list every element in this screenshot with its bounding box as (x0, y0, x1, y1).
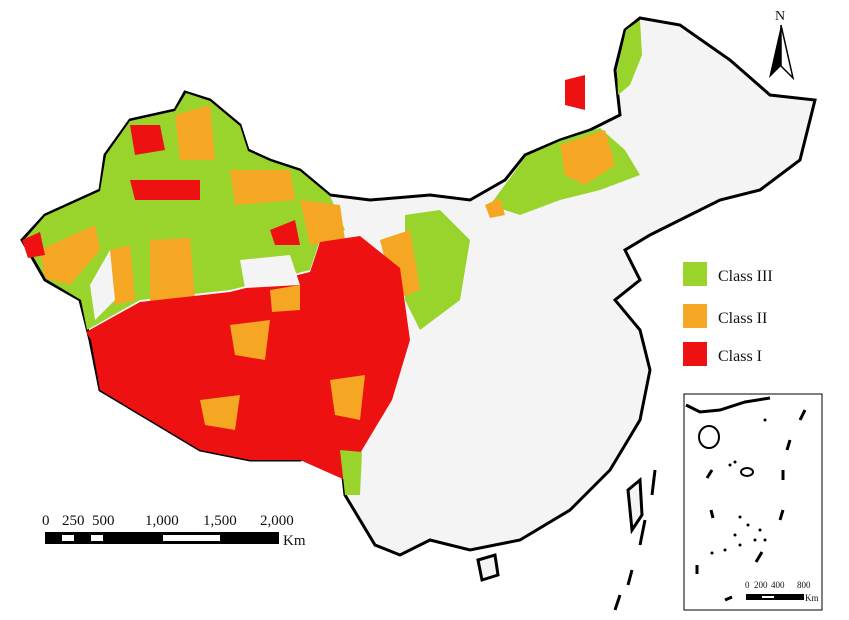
region-class-ii-10 (230, 320, 270, 360)
region-class-ii-7 (560, 130, 615, 185)
region-class-i-hulunbuir (565, 75, 585, 110)
north-arrow-icon: N (769, 9, 795, 81)
scale-tick: 2,000 (260, 513, 294, 529)
scale-tick: 250 (62, 513, 85, 529)
legend-swatch-class-i (683, 342, 707, 366)
north-label: N (775, 9, 785, 24)
scale-tick: 0 (42, 513, 50, 529)
taiwan-island (626, 476, 644, 535)
region-class-iii-central (405, 210, 470, 330)
region-unclassified-xj (90, 250, 115, 320)
region-class-iii-south (340, 450, 362, 495)
region-class-i-xinjiang-1 (130, 125, 165, 155)
inset-scale-tick: 400 (771, 580, 785, 590)
hainan-island (476, 553, 500, 582)
inset-scale-tick: 800 (797, 580, 811, 590)
region-class-ii-4 (230, 170, 295, 205)
legend-swatch-class-ii (683, 304, 707, 328)
region-class-i-gansu (270, 220, 300, 245)
inset-scale-tick: 0 (745, 580, 750, 590)
scale-tick: 500 (92, 513, 115, 529)
legend: Class III Class II Class I (683, 262, 773, 366)
region-class-ii-5 (300, 200, 345, 245)
region-class-ii-2 (40, 225, 100, 285)
region-class-i-xinjiang-3 (22, 232, 45, 258)
legend-swatch-class-iii (683, 262, 707, 286)
region-class-ii-8 (485, 198, 505, 218)
scale-tick: 1,500 (203, 513, 237, 529)
legend-label-class-iii: Class III (718, 268, 773, 285)
legend-label-class-i: Class I (718, 348, 762, 365)
legend-label-class-ii: Class II (718, 310, 767, 327)
scale-bar: 0 250 500 1,000 1,500 2,000 Km (42, 513, 306, 549)
region-unclassified-west (240, 255, 300, 288)
region-class-ii-1 (150, 238, 195, 305)
south-china-sea-inset: 0 200 400 800 Km (683, 393, 823, 611)
region-class-iii-greater-khingan (617, 20, 642, 95)
region-class-ii-12 (270, 285, 300, 312)
region-class-i-tibet-qinghai (86, 236, 410, 480)
maritime-boundary-dashes (613, 469, 657, 611)
scale-unit: Km (283, 533, 306, 549)
region-class-ii-11 (200, 395, 240, 430)
region-class-ii-3 (175, 105, 215, 160)
inset-scale-unit: Km (805, 593, 819, 603)
inset-scale-tick: 200 (754, 580, 768, 590)
scale-tick: 1,000 (145, 513, 179, 529)
region-class-i-xinjiang-2 (130, 180, 200, 200)
region-class-ii-9 (380, 230, 420, 300)
region-class-ii-6 (110, 245, 135, 305)
region-class-ii-13 (330, 375, 365, 420)
